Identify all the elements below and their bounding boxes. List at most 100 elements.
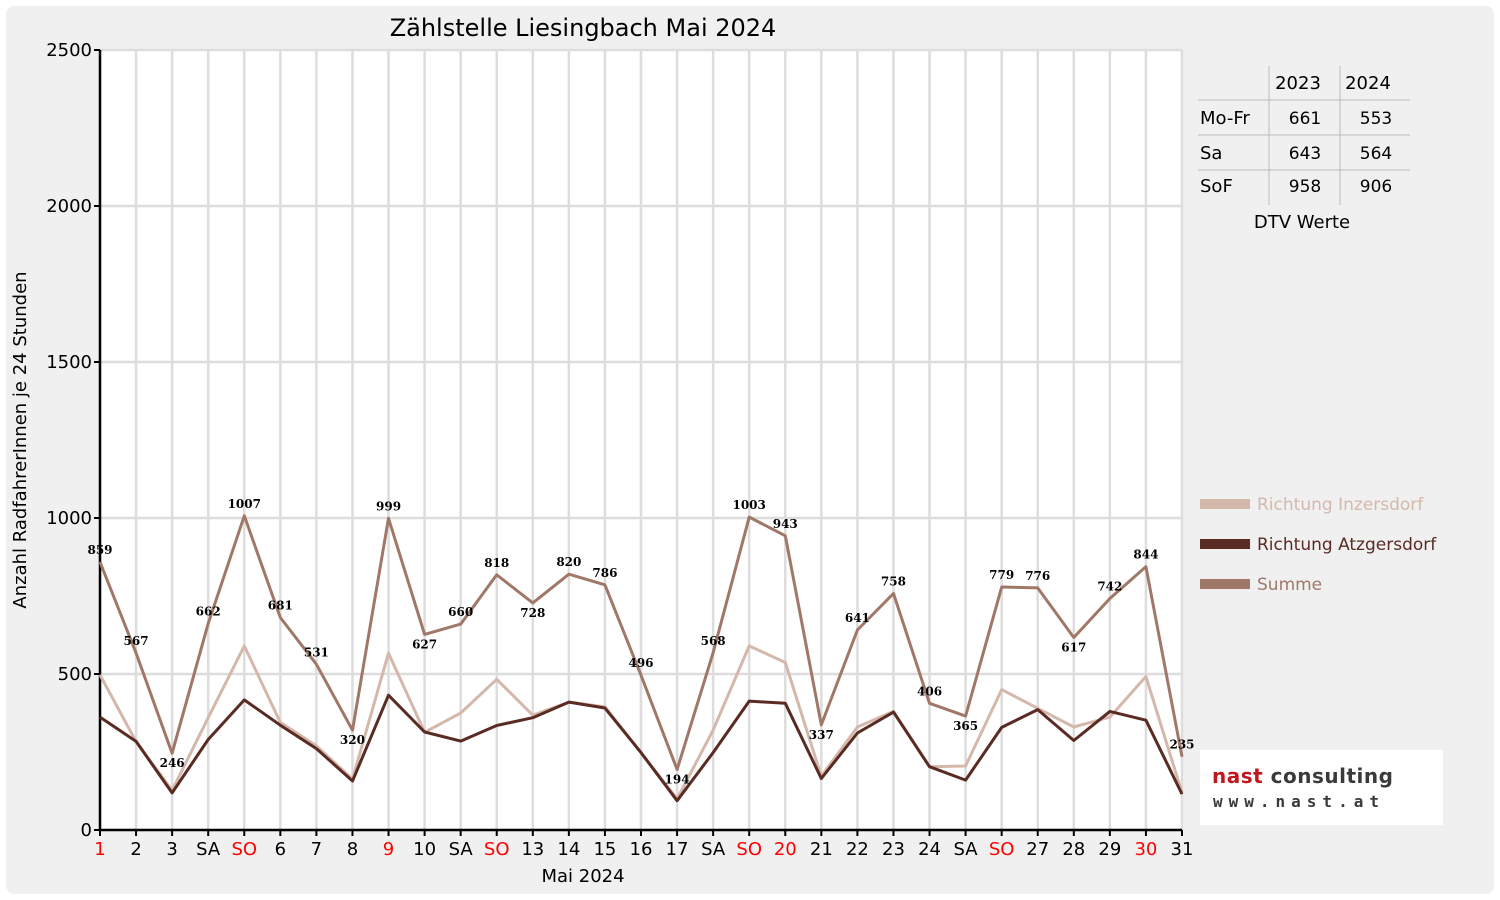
- legend-swatch: [1200, 539, 1250, 549]
- legend-swatch: [1200, 579, 1250, 589]
- x-tick-label: 15: [593, 839, 616, 860]
- axes: [94, 49, 1183, 836]
- data-label: 820: [556, 555, 581, 569]
- x-tick-label: SO: [484, 839, 510, 860]
- y-tick-label: 0: [81, 820, 92, 841]
- data-label: 246: [160, 756, 185, 770]
- dtv-row-label: SoF: [1200, 176, 1233, 197]
- y-tick-labels: 0 500 1000 1500 2000 2500: [46, 40, 92, 841]
- y-tick-label: 1000: [46, 508, 92, 529]
- data-label: 627: [412, 637, 437, 651]
- data-label: 1007: [228, 497, 261, 511]
- dtv-row-label: Sa: [1200, 143, 1222, 164]
- x-tick-label: 14: [557, 839, 580, 860]
- data-label: 681: [268, 599, 293, 613]
- x-tick-label: 6: [275, 839, 286, 860]
- x-axis-label: Mai 2024: [541, 866, 624, 887]
- x-tick-labels: 1 2 3 SA SO 6 7 8 9 10 SA SO 13 14 15 16 17 SA SO 20 21 22 23 2…: [94, 839, 1193, 860]
- dtv-cell: 643: [1289, 144, 1321, 164]
- x-tick-label: 27: [1026, 839, 1049, 860]
- legend-entry: Richtung Inzersdorf: [1257, 495, 1424, 515]
- data-label: 567: [124, 634, 149, 648]
- dtv-cell: 661: [1289, 109, 1321, 129]
- y-axis-label: Anzahl RadfahrerInnen je 24 Stunden: [10, 271, 31, 608]
- legend-swatch: [1200, 499, 1250, 509]
- y-tick-label: 500: [58, 664, 92, 685]
- x-tick-label: 24: [918, 839, 941, 860]
- x-tick-label: 28: [1062, 839, 1085, 860]
- legend-entry: Richtung Atzgersdorf: [1257, 535, 1437, 555]
- data-label: 999: [376, 499, 401, 513]
- x-tick-label: 23: [882, 839, 905, 860]
- data-label: 568: [701, 634, 726, 648]
- series-layer: [98, 514, 1184, 803]
- x-tick-label: SO: [231, 839, 257, 860]
- data-label: 662: [196, 604, 221, 618]
- x-tick-label: SA: [701, 839, 726, 860]
- legend: Richtung Inzersdorf Richtung Atzgersdorf S…: [1200, 495, 1437, 595]
- data-labels: 859 567 246 662 1007 681 531 320 999 627 660 818 728…: [87, 497, 1194, 787]
- data-label: 641: [845, 611, 870, 625]
- x-tick-label: 30: [1134, 839, 1157, 860]
- x-tick-label: SA: [196, 839, 221, 860]
- x-tick-label: 31: [1171, 839, 1194, 860]
- data-label: 779: [989, 568, 1014, 582]
- data-label: 818: [484, 556, 509, 570]
- x-tick-label: 29: [1098, 839, 1121, 860]
- data-label: 320: [340, 733, 365, 747]
- data-label: 728: [520, 606, 545, 620]
- data-label: 406: [917, 684, 942, 698]
- data-label: 742: [1097, 579, 1122, 593]
- x-tick-label: 21: [810, 839, 833, 860]
- dtv-col-header: 2024: [1345, 73, 1391, 94]
- data-label: 786: [592, 566, 617, 580]
- logo-url: www.nast.at: [1213, 792, 1385, 811]
- y-tick-label: 1500: [46, 352, 92, 373]
- x-tick-label: 13: [521, 839, 544, 860]
- dtv-table: 2023 2024 Mo-Fr 661 553 Sa 643 564 SoF 9…: [1198, 66, 1410, 233]
- dtv-cell: 553: [1360, 109, 1392, 129]
- data-label: 943: [773, 517, 798, 531]
- data-label: 235: [1169, 738, 1194, 752]
- legend-entry: Summe: [1257, 575, 1322, 595]
- data-label: 1003: [732, 498, 765, 512]
- logo-wordmark: nast consulting: [1212, 764, 1393, 788]
- x-tick-label: 8: [347, 839, 358, 860]
- y-tick-label: 2000: [46, 196, 92, 217]
- x-tick-label: 10: [413, 839, 436, 860]
- data-label: 365: [953, 719, 978, 733]
- x-tick-label: SO: [989, 839, 1015, 860]
- data-label: 776: [1025, 569, 1050, 583]
- data-label: 531: [304, 645, 329, 659]
- dtv-cell: 564: [1360, 144, 1392, 164]
- dtv-cell: 906: [1360, 177, 1392, 197]
- dtv-col-header: 2023: [1275, 73, 1321, 94]
- x-tick-label: 3: [166, 839, 177, 860]
- data-label: 496: [628, 656, 653, 670]
- x-tick-label: 2: [130, 839, 141, 860]
- dtv-caption: DTV Werte: [1254, 212, 1350, 233]
- chart-title: Zählstelle Liesingbach Mai 2024: [390, 14, 777, 42]
- data-label: 617: [1061, 640, 1086, 654]
- logo-brand-part1: nast: [1212, 764, 1264, 788]
- x-tick-label: 1: [94, 839, 105, 860]
- dtv-row-label: Mo-Fr: [1200, 108, 1250, 129]
- y-tick-label: 2500: [46, 40, 92, 61]
- data-label: 844: [1133, 548, 1158, 562]
- x-tick-label: 20: [774, 839, 797, 860]
- x-tick-label: 9: [383, 839, 394, 860]
- series-line-2: [98, 514, 1184, 771]
- x-tick-label: 17: [666, 839, 689, 860]
- data-label: 660: [448, 605, 473, 619]
- x-tick-label: SA: [449, 839, 474, 860]
- x-tick-label: SA: [954, 839, 979, 860]
- series-line-1: [99, 693, 1184, 803]
- data-label: 758: [881, 575, 906, 589]
- data-label: 194: [665, 772, 690, 786]
- dtv-cell: 958: [1289, 177, 1321, 197]
- logo-brand-part2: consulting: [1263, 764, 1394, 788]
- x-tick-label: SO: [736, 839, 762, 860]
- x-tick-label: 7: [311, 839, 322, 860]
- data-label: 337: [809, 728, 834, 742]
